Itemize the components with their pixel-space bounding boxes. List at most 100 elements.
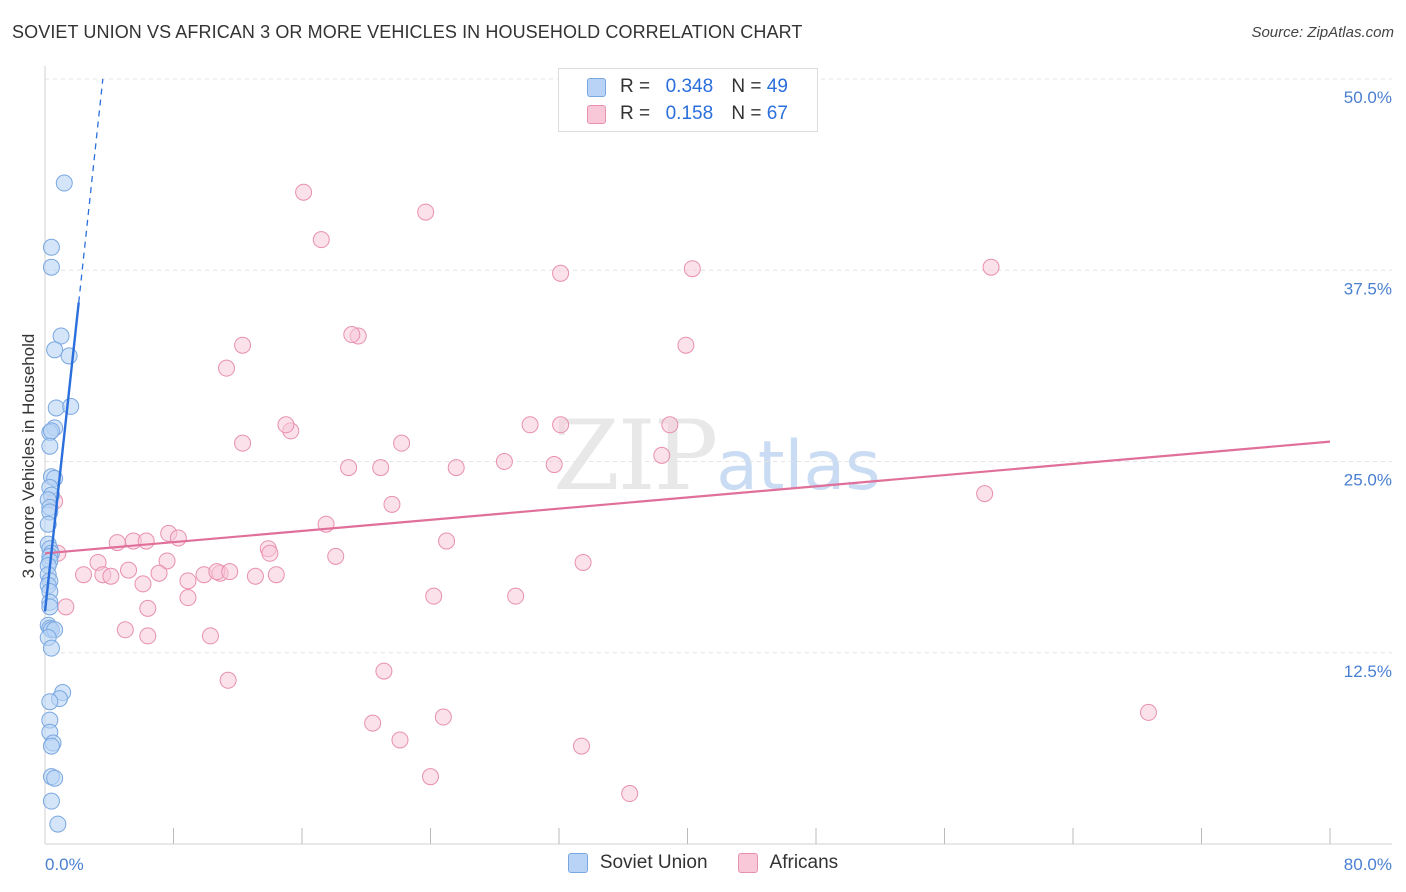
legend-row-soviet: R = 0.348 N = 49 [587, 74, 788, 100]
data-point-africans [447, 459, 465, 477]
legend-r-label: R = [620, 76, 651, 97]
data-point-africans [234, 336, 252, 354]
x-tick-label: 0.0% [45, 855, 84, 874]
y-axis-label: 3 or more Vehicles in Household [19, 334, 38, 579]
data-point-africans [219, 671, 237, 689]
data-point-africans [312, 231, 330, 249]
data-point-africans [102, 567, 120, 585]
watermark-zip: ZIP [553, 400, 718, 512]
data-point-soviet-union [49, 815, 67, 833]
data-point-africans [417, 203, 435, 221]
legend-r-value: 0.348 [665, 76, 714, 97]
data-point-africans [75, 566, 93, 584]
data-point-africans [134, 575, 152, 593]
legend-r-label: R = [620, 103, 651, 124]
data-point-soviet-union [46, 769, 64, 787]
y-tick-label: 37.5% [1344, 279, 1392, 298]
legend-item-africans: Africans [737, 852, 839, 874]
data-point-africans [653, 446, 671, 464]
watermark: ZIPatlas [553, 400, 881, 512]
data-point-soviet-union [42, 792, 60, 810]
legend-label-africans: Africans [769, 852, 839, 873]
data-point-africans [201, 627, 219, 645]
data-point-africans [295, 183, 313, 201]
trend-line-soviet-union [43, 302, 80, 612]
data-point-africans [438, 532, 456, 550]
data-point-africans [261, 544, 279, 562]
chart-title: SOVIET UNION VS AFRICAN 3 OR MORE VEHICL… [12, 22, 803, 42]
data-point-africans [116, 621, 134, 639]
data-point-africans [574, 553, 592, 571]
legend-swatch-soviet [587, 77, 606, 97]
data-point-africans [158, 552, 176, 570]
legend-swatch-africans [587, 104, 606, 124]
data-point-africans [267, 566, 285, 584]
trend-line-africans [44, 440, 1331, 555]
data-point-africans [375, 662, 393, 680]
data-point-africans [621, 785, 639, 803]
data-point-africans [372, 459, 390, 477]
trend-line-soviet-union-extension [78, 78, 104, 303]
data-point-soviet-union [52, 327, 70, 345]
data-point-africans [677, 336, 695, 354]
data-point-soviet-union [42, 238, 60, 256]
data-point-soviet-union [46, 341, 64, 359]
data-point-africans [120, 561, 138, 579]
data-point-africans [383, 495, 401, 513]
data-point-africans [137, 532, 155, 550]
data-point-soviet-union [55, 174, 73, 192]
legend-row-africans: R = 0.158 N = 67 [587, 101, 788, 127]
legend-n-value: 67 [766, 103, 788, 124]
data-point-soviet-union [41, 598, 59, 616]
data-point-africans [221, 563, 239, 581]
data-point-africans [425, 587, 443, 605]
data-point-africans [572, 737, 590, 755]
data-point-africans [507, 587, 525, 605]
data-point-africans [327, 547, 345, 565]
y-tick-label: 12.5% [1344, 662, 1392, 681]
data-point-soviet-union [41, 437, 59, 455]
data-point-africans [976, 485, 994, 503]
data-point-africans [169, 529, 187, 547]
correlation-legend: R = 0.348 N = 49 R = 0.158 N = 67 [558, 68, 818, 132]
data-point-soviet-union [62, 397, 80, 415]
data-point-africans [277, 416, 295, 434]
data-point-africans [661, 416, 679, 434]
data-point-africans [683, 260, 701, 278]
legend-n-value: 49 [766, 76, 788, 97]
data-point-africans [521, 416, 539, 434]
data-point-soviet-union [42, 258, 60, 276]
data-point-africans [343, 326, 361, 344]
data-point-africans [246, 567, 264, 585]
data-point-africans [234, 434, 252, 452]
data-point-soviet-union [47, 399, 65, 417]
data-point-africans [340, 459, 358, 477]
data-point-africans [150, 564, 168, 582]
data-point-soviet-union [42, 639, 60, 657]
legend-item-soviet-union: Soviet Union [567, 852, 708, 874]
legend-swatch-africans [737, 853, 758, 873]
data-point-soviet-union [39, 515, 57, 533]
data-point-africans [393, 434, 411, 452]
data-point-africans [139, 627, 157, 645]
data-point-africans [364, 714, 382, 732]
data-point-africans [179, 589, 197, 607]
series-legend: Soviet Union Africans [0, 852, 1406, 874]
data-point-africans [982, 258, 1000, 276]
data-point-africans [434, 708, 452, 726]
legend-label-soviet-union: Soviet Union [599, 852, 708, 873]
data-point-soviet-union [42, 737, 60, 755]
y-tick-label: 25.0% [1344, 471, 1392, 490]
data-point-africans [391, 731, 409, 749]
data-point-soviet-union [41, 693, 59, 711]
x-tick-label: 80.0% [1344, 855, 1392, 874]
legend-r-value: 0.158 [665, 103, 714, 124]
legend-n-label: N = [731, 103, 762, 124]
data-point-africans [545, 456, 563, 474]
data-point-africans [1139, 703, 1157, 721]
legend-n-label: N = [731, 76, 762, 97]
data-point-soviet-union [42, 422, 60, 440]
source-label: Source: ZipAtlas.com [1251, 24, 1394, 41]
data-point-africans [57, 598, 75, 616]
